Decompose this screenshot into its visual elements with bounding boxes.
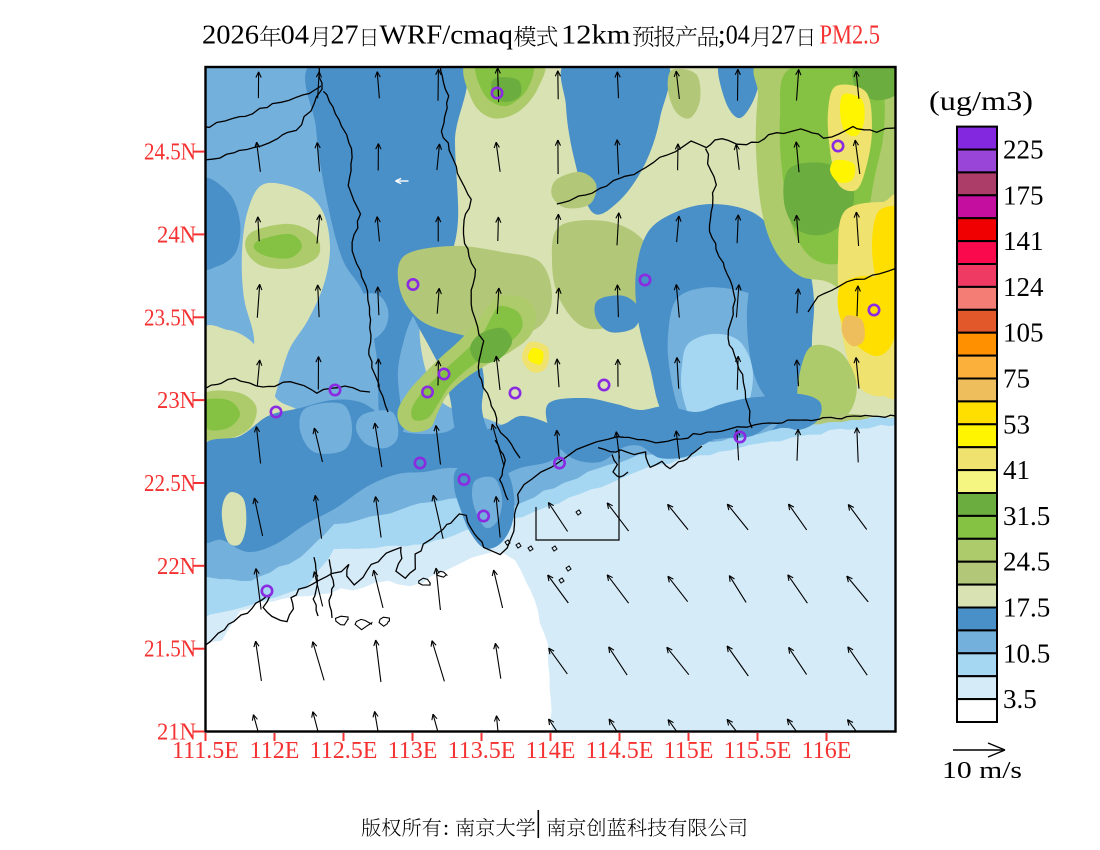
svg-text:113.5E: 113.5E <box>448 738 516 764</box>
svg-text:23.5N: 23.5N <box>144 305 196 331</box>
svg-text:17.5: 17.5 <box>1003 593 1050 623</box>
svg-text:27: 27 <box>771 20 795 50</box>
svg-text:(ug/m3): (ug/m3) <box>929 86 1033 116</box>
svg-text:PM2.5: PM2.5 <box>820 20 881 50</box>
svg-text::: : <box>443 815 449 840</box>
svg-text:10.5: 10.5 <box>1003 638 1050 668</box>
svg-text:04: 04 <box>281 20 310 50</box>
svg-text:225: 225 <box>1003 135 1044 165</box>
svg-text:12km: 12km <box>561 20 631 50</box>
svg-text:75: 75 <box>1003 364 1030 394</box>
svg-text:21N: 21N <box>157 720 196 746</box>
svg-text:112E: 112E <box>250 738 300 764</box>
svg-text:115.5E: 115.5E <box>724 738 792 764</box>
svg-text:175: 175 <box>1003 180 1044 210</box>
svg-text:31.5: 31.5 <box>1003 501 1050 531</box>
svg-text:116E: 116E <box>802 738 852 764</box>
svg-text:113E: 113E <box>388 738 438 764</box>
svg-text:111.5E: 111.5E <box>172 738 239 764</box>
svg-text:23N: 23N <box>157 388 196 414</box>
svg-text:WRF/cmaq: WRF/cmaq <box>380 20 514 50</box>
svg-text:41: 41 <box>1003 455 1030 485</box>
svg-text:24.5: 24.5 <box>1003 547 1050 577</box>
svg-text:105: 105 <box>1003 318 1044 348</box>
svg-text:3.5: 3.5 <box>1003 684 1037 714</box>
svg-text:22N: 22N <box>157 554 196 580</box>
svg-text:10 m/s: 10 m/s <box>942 758 1022 784</box>
svg-text:04: 04 <box>726 20 750 50</box>
svg-text:24N: 24N <box>157 222 196 248</box>
svg-text:141: 141 <box>1003 226 1044 256</box>
svg-text:114.5E: 114.5E <box>586 738 654 764</box>
svg-text:115E: 115E <box>664 738 714 764</box>
svg-text:53: 53 <box>1003 409 1030 439</box>
svg-text:24.5N: 24.5N <box>144 140 196 166</box>
svg-text:112.5E: 112.5E <box>310 738 378 764</box>
svg-text:27: 27 <box>331 20 359 50</box>
svg-text:114E: 114E <box>526 738 576 764</box>
svg-text:22.5N: 22.5N <box>144 471 196 497</box>
svg-text:;: ; <box>718 20 726 50</box>
svg-text:124: 124 <box>1003 272 1044 302</box>
svg-text:21.5N: 21.5N <box>144 637 196 663</box>
svg-text:2026: 2026 <box>202 20 259 50</box>
